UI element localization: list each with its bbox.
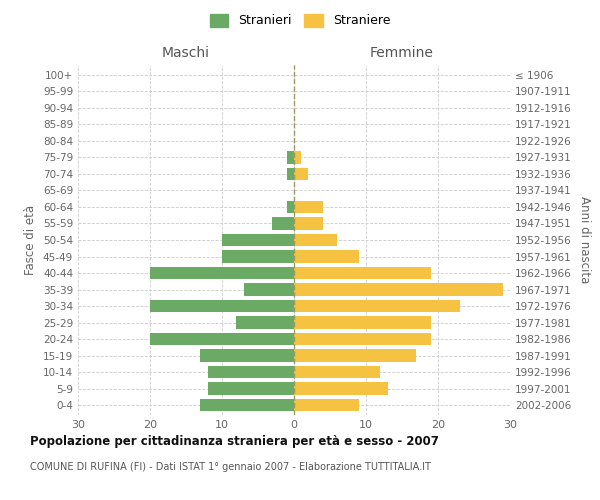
Bar — [294, 316, 431, 328]
Bar — [236, 316, 294, 328]
Bar — [294, 168, 308, 180]
Text: Femmine: Femmine — [370, 46, 434, 60]
Bar — [287, 201, 294, 213]
Bar — [294, 201, 323, 213]
Bar — [294, 234, 337, 246]
Bar — [150, 333, 294, 345]
Bar — [294, 350, 416, 362]
Bar — [208, 382, 294, 395]
Text: COMUNE DI RUFINA (FI) - Dati ISTAT 1° gennaio 2007 - Elaborazione TUTTITALIA.IT: COMUNE DI RUFINA (FI) - Dati ISTAT 1° ge… — [30, 462, 431, 472]
Bar — [294, 399, 359, 411]
Bar — [294, 250, 359, 262]
Bar — [294, 267, 431, 279]
Bar — [208, 366, 294, 378]
Y-axis label: Anni di nascita: Anni di nascita — [578, 196, 591, 284]
Bar — [294, 382, 388, 395]
Bar — [294, 333, 431, 345]
Legend: Stranieri, Straniere: Stranieri, Straniere — [205, 8, 395, 32]
Bar — [294, 284, 503, 296]
Bar — [222, 234, 294, 246]
Bar — [294, 366, 380, 378]
Bar — [150, 267, 294, 279]
Bar — [200, 399, 294, 411]
Bar — [287, 152, 294, 164]
Bar — [150, 300, 294, 312]
Bar — [200, 350, 294, 362]
Bar — [294, 218, 323, 230]
Bar — [287, 168, 294, 180]
Bar — [272, 218, 294, 230]
Bar — [222, 250, 294, 262]
Text: Popolazione per cittadinanza straniera per età e sesso - 2007: Popolazione per cittadinanza straniera p… — [30, 435, 439, 448]
Y-axis label: Fasce di età: Fasce di età — [25, 205, 37, 275]
Text: Maschi: Maschi — [162, 46, 210, 60]
Bar — [244, 284, 294, 296]
Bar — [294, 300, 460, 312]
Bar — [294, 152, 301, 164]
